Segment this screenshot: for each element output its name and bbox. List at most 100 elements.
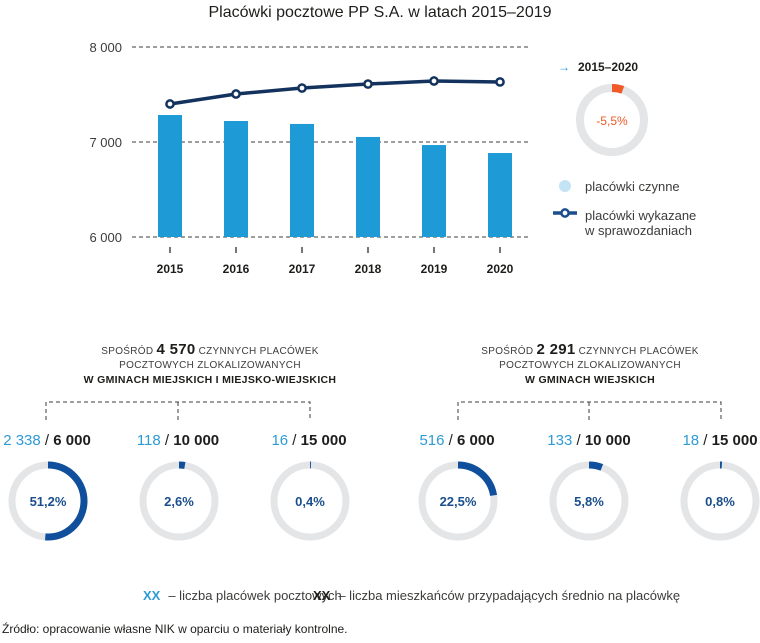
- ratio-urban-2: 118 / 10 000: [136, 432, 220, 449]
- key-black-xx: XX: [313, 588, 331, 603]
- key-blue: XX – liczba placówek pocztowych: [143, 588, 342, 603]
- group-header-urban: SPOŚRÓD 4 570 CZYNNYCH PLACÓWEK POCZTOWY…: [40, 341, 380, 388]
- share-donut: 22,5%: [418, 461, 498, 541]
- residents-value: 6 000: [457, 432, 495, 449]
- group-suffix: CZYNNYCH PLACÓWEK: [578, 346, 699, 357]
- group-line2: POCZTOWYCH ZLOKALIZOWANYCH: [499, 360, 681, 371]
- legend-label-line-2: w sprawozdaniach: [585, 223, 692, 238]
- x-tick-label: 2019: [421, 262, 448, 276]
- ratio-urban-3: 16 / 15 000: [271, 432, 347, 449]
- share-donut-label: 0,8%: [705, 494, 735, 509]
- x-tick-label: 2015: [157, 262, 184, 276]
- share-donut-label: 51,2%: [30, 494, 67, 509]
- connector-bracket: [457, 401, 722, 420]
- chart-title: Placówki pocztowe PP S.A. w latach 2015–…: [208, 4, 552, 21]
- arrow-right-icon: →: [558, 60, 570, 74]
- legend-item-line: placówki wykazane w sprawozdaniach: [585, 208, 696, 238]
- key-black-text: – liczba mieszkańców przypadających śred…: [338, 588, 681, 603]
- line-point: [495, 77, 505, 87]
- period-label: → 2015–2020: [558, 60, 638, 74]
- donut-arc: [611, 84, 625, 94]
- change-donut-label: -5,5%: [596, 114, 628, 128]
- grid-lines: [132, 46, 528, 238]
- group-count: 4 570: [156, 341, 196, 358]
- bar: [158, 115, 182, 237]
- residents-value: 10 000: [173, 432, 220, 449]
- count-value: 516: [419, 432, 445, 449]
- bars: [158, 115, 512, 237]
- donut-arc: [588, 461, 604, 471]
- donut-arc: [45, 461, 88, 541]
- group-header-rural: SPOŚRÓD 2 291 CZYNNYCH PLACÓWEK POCZTOWY…: [420, 341, 760, 388]
- connector-bracket: [45, 401, 311, 420]
- group-suffix: CZYNNYCH PLACÓWEK: [198, 346, 319, 357]
- y-axis-labels: 6 000 7 000 8 000: [89, 40, 122, 245]
- group-line3: W GMINACH WIEJSKICH: [525, 374, 655, 386]
- legend-label-bars: placówki czynne: [585, 179, 680, 194]
- residents-value: 6 000: [53, 432, 91, 449]
- legend-marker-point: [560, 208, 570, 218]
- group-line3: W GMINACH MIEJSKICH I MIEJSKO-WIEJSKICH: [83, 374, 337, 386]
- ratio-rural-1: 516 / 6 000: [419, 432, 495, 449]
- share-donut-label: 2,6%: [164, 494, 194, 509]
- count-value: 118: [136, 432, 161, 449]
- x-axis-ticks: [169, 247, 501, 253]
- x-tick-label: 2016: [223, 262, 250, 276]
- line-point: [363, 79, 373, 89]
- x-tick-label: 2018: [355, 262, 382, 276]
- key-black: XX – liczba mieszkańców przypadających śr…: [313, 588, 680, 603]
- share-donut: 2,6%: [139, 461, 219, 541]
- line-series: [165, 76, 505, 109]
- share-donut: 51,2%: [8, 461, 88, 541]
- legend-item-bars: placówki czynne: [585, 179, 680, 194]
- group-count: 2 291: [536, 341, 576, 358]
- source-note: Źródło: opracowanie własne NIK w oparciu…: [2, 622, 348, 636]
- ratio-rural-2: 133 / 10 000: [547, 432, 631, 449]
- bar: [422, 145, 446, 237]
- share-donut: 0,8%: [680, 461, 760, 541]
- x-axis-labels: 2015 2016 2017 2018 2019 2020: [157, 262, 514, 276]
- bar: [356, 136, 380, 237]
- change-donut: -5,5%: [576, 84, 648, 156]
- count-value: 2 338: [3, 432, 41, 449]
- ratio-rural-3: 18 / 15 000: [682, 432, 758, 449]
- x-tick-label: 2017: [289, 262, 316, 276]
- bar: [224, 121, 248, 237]
- share-donuts: 51,2% 2,6% 0,4% 22,5% 5,8% 0,8%: [8, 461, 760, 541]
- donut-arc: [457, 461, 498, 497]
- y-tick-label: 7 000: [89, 135, 122, 150]
- y-tick-label: 6 000: [89, 230, 122, 245]
- group-prefix: SPOŚRÓD: [481, 346, 534, 357]
- legend-markers: [553, 180, 577, 218]
- legend-label-line-1: placówki wykazane: [585, 208, 697, 223]
- share-donut: 5,8%: [549, 461, 629, 541]
- count-value: 18: [682, 432, 700, 449]
- y-tick-label: 8 000: [89, 40, 122, 55]
- line-point: [429, 76, 439, 86]
- line-point: [231, 89, 241, 99]
- period-text: 2015–2020: [578, 60, 639, 74]
- ratio-urban-1: 2 338 / 6 000: [3, 432, 91, 449]
- count-value: 133: [547, 432, 573, 449]
- share-donut-label: 5,8%: [574, 494, 604, 509]
- line-point: [297, 83, 307, 93]
- residents-value: 15 000: [300, 432, 347, 449]
- share-donut: 0,4%: [270, 461, 350, 541]
- count-value: 16: [271, 432, 289, 449]
- share-donut-label: 0,4%: [295, 494, 325, 509]
- x-tick-label: 2020: [487, 262, 514, 276]
- group-prefix: SPOŚRÓD: [101, 346, 154, 357]
- group-line2: POCZTOWYCH ZLOKALIZOWANYCH: [119, 360, 301, 371]
- line-path: [169, 79, 501, 106]
- bar: [488, 153, 512, 237]
- share-donut-label: 22,5%: [440, 494, 477, 509]
- line-point: [165, 99, 175, 109]
- group-connectors: [45, 401, 722, 420]
- key-blue-xx: XX: [143, 588, 161, 603]
- residents-value: 15 000: [711, 432, 758, 449]
- bar: [290, 123, 314, 237]
- legend-marker-bars: [559, 180, 571, 192]
- residents-value: 10 000: [584, 432, 631, 449]
- key-blue-text: – liczba placówek pocztowych: [168, 588, 342, 603]
